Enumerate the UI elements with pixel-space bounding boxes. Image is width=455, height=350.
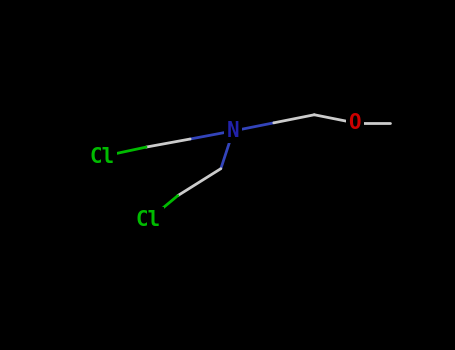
Text: Cl: Cl bbox=[136, 210, 161, 230]
Text: Cl: Cl bbox=[89, 147, 115, 167]
Text: O: O bbox=[349, 113, 361, 133]
Text: N: N bbox=[227, 121, 239, 141]
